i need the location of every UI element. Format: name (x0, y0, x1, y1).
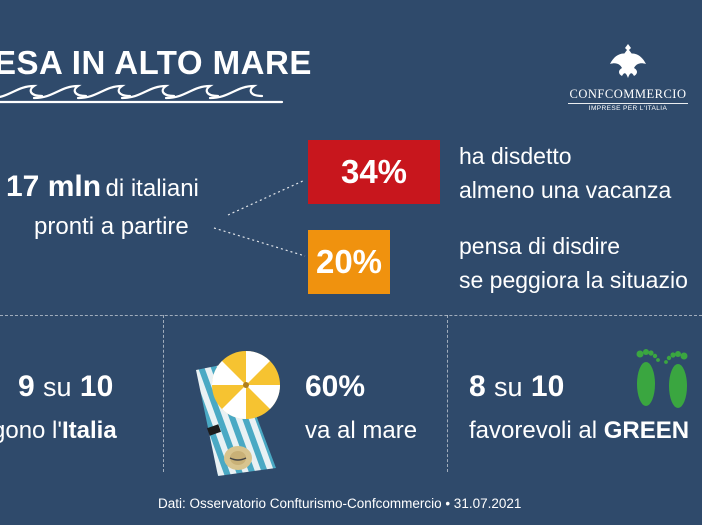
badge-20-percent: 20% (308, 230, 390, 294)
badge-2-description: pensa di disdire se peggiora la situazio (459, 229, 688, 297)
green-text-pre: favorevoli al (469, 417, 604, 444)
green-den: 10 (530, 370, 565, 403)
sea-stat: 60% (305, 370, 366, 403)
badge-2-line-2: se peggiora la situazio (459, 267, 688, 293)
badge-1-description: ha disdetto almeno una vacanza (459, 139, 671, 207)
vertical-divider-1 (163, 315, 164, 472)
headline: ESA IN ALTO MARE (0, 44, 312, 81)
green-num: 8 (469, 370, 486, 403)
horizontal-divider (0, 315, 702, 316)
waves-icon (0, 84, 284, 104)
green-stat: 8 su 10 (469, 370, 564, 404)
lead-text-1: di italiani (105, 175, 199, 202)
logo-subtitle: IMPRESE PER L'ITALIA (588, 105, 668, 112)
lead-number: 17 mln (6, 170, 102, 203)
footprints-icon (636, 349, 688, 408)
italy-text: gono l'Italia (0, 417, 117, 445)
italy-stat: 9 su 10 (18, 370, 113, 404)
lead-line-1: 17 mln di italiani (6, 172, 199, 202)
lead-line-2: pronti a partire (34, 213, 189, 240)
green-su: su (494, 372, 523, 402)
italy-text-bold: Italia (61, 417, 117, 444)
italy-text-pre: gono l' (0, 417, 62, 444)
sea-text: va al mare (305, 417, 418, 444)
badge-1-line-1: ha disdetto (459, 143, 572, 169)
green-text-bold: GREEN (603, 417, 690, 444)
vertical-divider-2 (447, 315, 448, 472)
confcommercio-logo: CONFCOMMERCIO IMPRESE PER L'ITALIA (562, 42, 694, 112)
badge-34-percent: 34% (308, 140, 440, 204)
logo-divider (568, 103, 688, 104)
source-footer: Dati: Osservatorio Confturismo-Confcomme… (158, 496, 522, 511)
beach-umbrella-icon (196, 351, 280, 476)
badge-2-line-1: pensa di disdire (459, 233, 621, 259)
italy-su: su (43, 372, 72, 402)
italy-den: 10 (79, 370, 114, 403)
italy-num: 9 (18, 370, 35, 403)
logo-name: CONFCOMMERCIO (569, 87, 687, 101)
eagle-icon (610, 44, 646, 78)
green-text: favorevoli al GREEN (469, 417, 689, 445)
badge-1-line-2: almeno una vacanza (459, 177, 672, 203)
